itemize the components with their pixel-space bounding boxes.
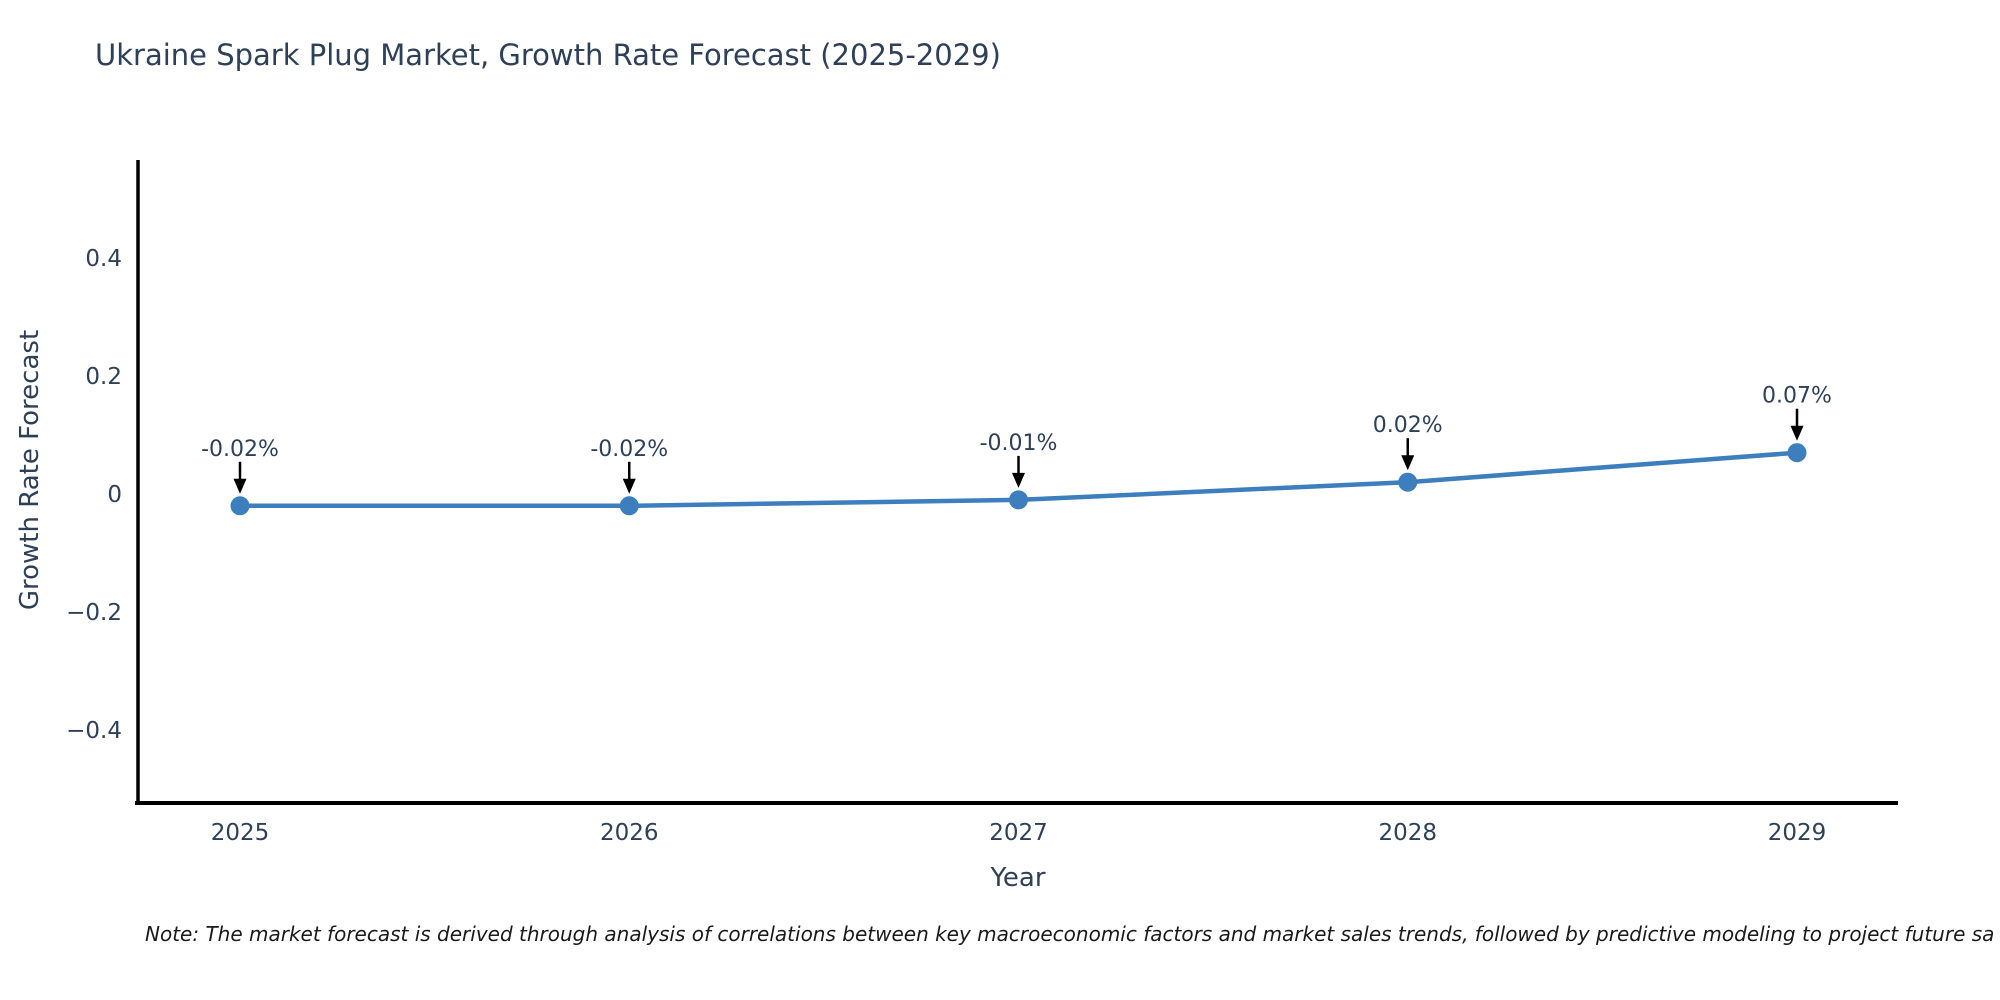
annotation-arrow-head — [1790, 425, 1804, 441]
annotation-arrow-head — [622, 478, 636, 494]
data-point-marker — [1009, 490, 1028, 510]
x-tick-label: 2026 — [600, 820, 659, 846]
data-point-label: -0.02% — [201, 437, 279, 462]
annotation-arrow-head — [1401, 455, 1415, 471]
y-tick-label: 0.2 — [85, 364, 122, 390]
y-tick-label: 0 — [107, 482, 122, 508]
annotation-arrow-head — [1012, 472, 1025, 488]
data-point-label: -0.02% — [590, 437, 668, 462]
x-axis-label: Year — [990, 863, 1046, 893]
chart-title: Ukraine Spark Plug Market, Growth Rate F… — [95, 38, 1001, 72]
y-tick-label: −0.4 — [66, 718, 122, 744]
x-tick-label: 2028 — [1378, 820, 1437, 846]
annotation-arrow-head — [233, 478, 247, 494]
y-tick-label: 0.4 — [85, 246, 122, 272]
data-point-marker — [619, 496, 639, 516]
y-axis-label: Growth Rate Forecast — [15, 329, 45, 611]
data-point-marker — [230, 496, 250, 516]
data-point-label: 0.07% — [1762, 384, 1832, 409]
data-point-label: 0.02% — [1373, 413, 1443, 438]
footnote: Note: The market forecast is derived thr… — [145, 922, 1995, 946]
data-point-marker — [1398, 472, 1418, 492]
x-tick-label: 2025 — [211, 820, 270, 846]
x-tick-label: 2029 — [1768, 820, 1827, 846]
data-point-label: -0.01% — [980, 431, 1058, 456]
x-tick-label: 2027 — [989, 820, 1048, 846]
data-point-marker — [1787, 443, 1807, 463]
y-tick-label: −0.2 — [66, 600, 122, 626]
